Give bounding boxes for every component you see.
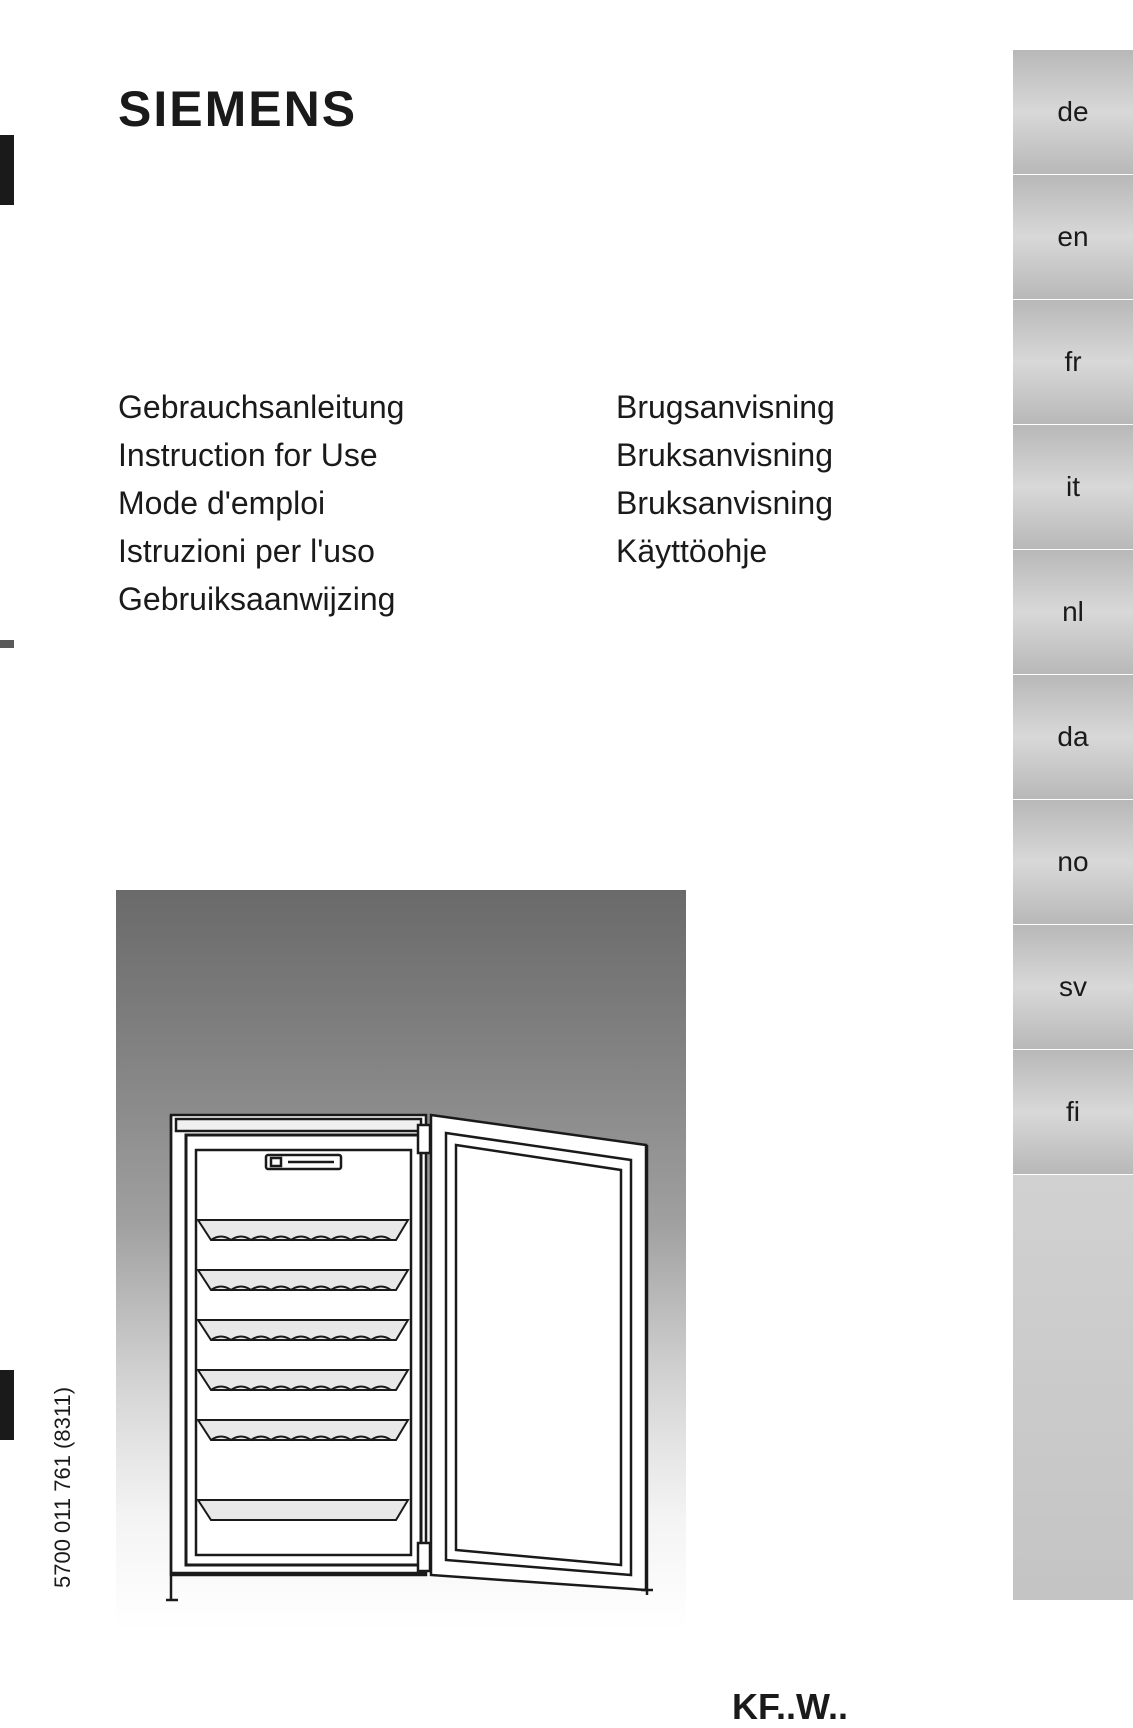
- page-marker-mid: [0, 640, 14, 648]
- lang-tab-da: da: [1013, 675, 1133, 800]
- title-sv: Bruksanvisning: [616, 479, 835, 527]
- appliance-illustration: [116, 890, 686, 1630]
- page-marker-bottom: [0, 1370, 14, 1440]
- lang-tab-no: no: [1013, 800, 1133, 925]
- page-marker-top: [0, 135, 14, 205]
- document-number: 5700 011 761 (8311): [50, 1387, 76, 1588]
- lang-tab-nl: nl: [1013, 550, 1133, 675]
- language-sidebar: de en fr it nl da no sv fi: [1013, 50, 1133, 1175]
- manual-titles-column-2: Brugsanvisning Bruksanvisning Bruksanvis…: [616, 383, 835, 575]
- brand-logo: SIEMENS: [118, 80, 357, 138]
- manual-titles-column-1: Gebrauchsanleitung Instruction for Use M…: [118, 383, 404, 623]
- title-no: Bruksanvisning: [616, 431, 835, 479]
- lang-tab-sv: sv: [1013, 925, 1133, 1050]
- model-number: KF..W..: [732, 1686, 848, 1728]
- title-it: Istruzioni per l'uso: [118, 527, 404, 575]
- title-nl: Gebruiksaanwijzing: [118, 575, 404, 623]
- lang-tab-fi: fi: [1013, 1050, 1133, 1175]
- title-en: Instruction for Use: [118, 431, 404, 479]
- title-fr: Mode d'emploi: [118, 479, 404, 527]
- lang-tab-fr: fr: [1013, 300, 1133, 425]
- title-fi: Käyttöohje: [616, 527, 835, 575]
- title-de: Gebrauchsanleitung: [118, 383, 404, 431]
- lang-tab-de: de: [1013, 50, 1133, 175]
- wine-fridge-drawing: [156, 1105, 666, 1615]
- lang-tab-it: it: [1013, 425, 1133, 550]
- title-da: Brugsanvisning: [616, 383, 835, 431]
- lang-tab-en: en: [1013, 175, 1133, 300]
